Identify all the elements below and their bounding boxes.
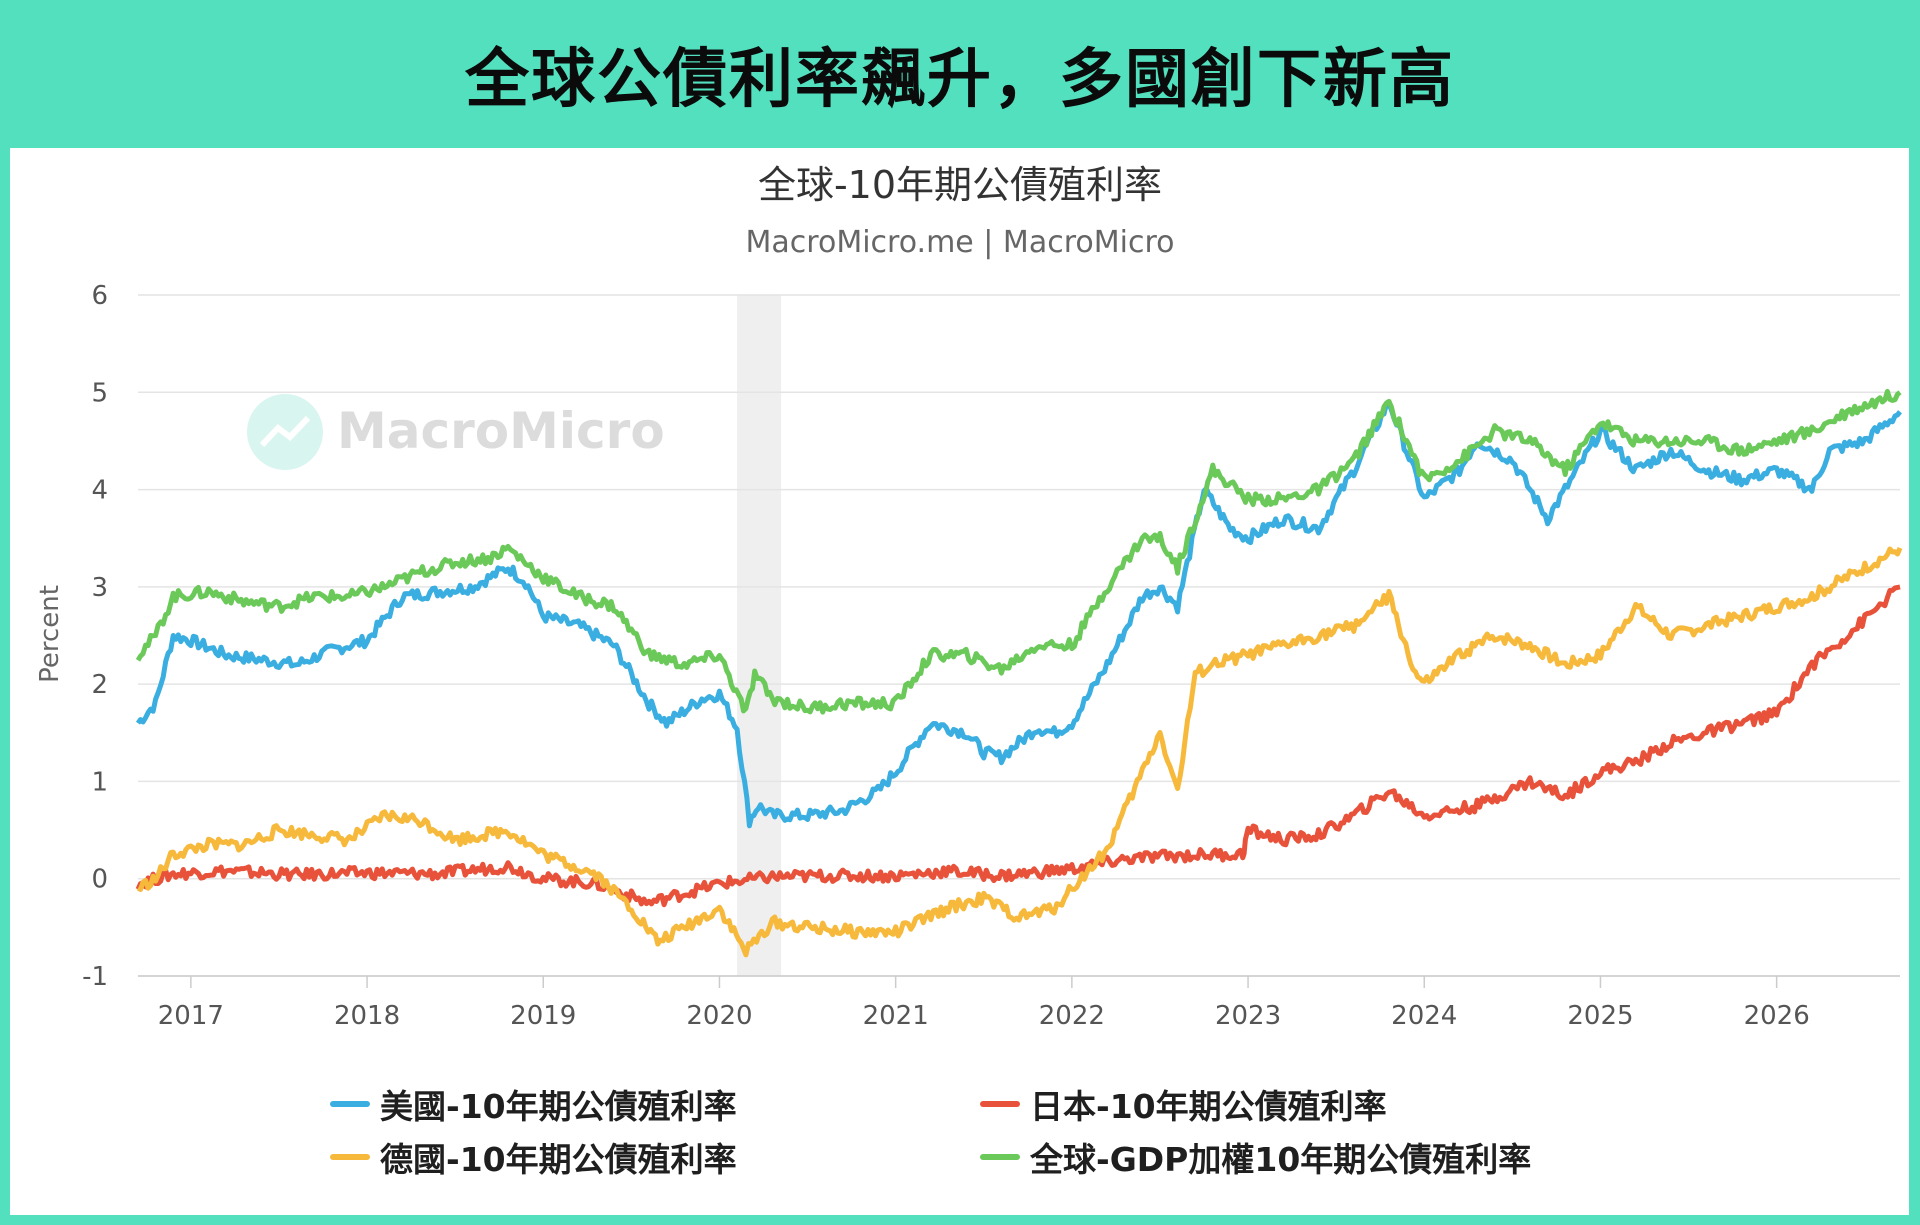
x-tick-label: 2022	[1039, 1001, 1105, 1031]
chart-panel	[10, 148, 1909, 1215]
chart-legend: 美國-10年期公債殖利率 日本-10年期公債殖利率 德國-10年期公債殖利率 全…	[0, 1070, 1920, 1190]
legend-label-jp: 日本-10年期公債殖利率	[1030, 1087, 1387, 1126]
legend-label-global: 全球-GDP加權10年期公債殖利率	[1030, 1140, 1532, 1179]
legend-swatch-global	[980, 1154, 1020, 1160]
chart-title: 全球-10年期公債殖利率	[758, 163, 1162, 207]
legend-label-de: 德國-10年期公債殖利率	[380, 1140, 737, 1179]
y-tick-label: 6	[91, 281, 108, 311]
shaded-period	[737, 295, 782, 976]
chart-subtitle: MacroMicro.me | MacroMicro	[746, 225, 1175, 260]
legend-item-us[interactable]: 美國-10年期公債殖利率	[330, 1080, 737, 1128]
series-line-global	[135, 388, 1902, 715]
y-tick-label: 1	[91, 767, 108, 797]
x-tick-label: 2023	[1215, 1001, 1281, 1031]
y-axis-label: Percent	[35, 585, 65, 683]
legend-swatch-de	[330, 1154, 370, 1160]
x-tick-label: 2025	[1567, 1001, 1633, 1031]
series-line-de	[136, 546, 1903, 958]
legend-swatch-jp	[980, 1101, 1020, 1107]
y-tick-label: 3	[91, 573, 108, 603]
watermark-trend-icon	[259, 415, 311, 448]
x-tick-label: 2021	[863, 1001, 929, 1031]
series-line-us	[135, 400, 1902, 829]
legend-label-us: 美國-10年期公債殖利率	[380, 1087, 737, 1126]
y-tick-label: -1	[82, 962, 108, 992]
x-tick-label: 2017	[158, 1001, 224, 1031]
legend-item-global[interactable]: 全球-GDP加權10年期公債殖利率	[980, 1133, 1531, 1181]
x-tick-label: 2018	[334, 1001, 400, 1031]
y-tick-label: 0	[91, 865, 108, 895]
y-tick-label: 2	[91, 670, 108, 700]
watermark-text: MacroMicro	[337, 402, 665, 460]
legend-item-de[interactable]: 德國-10年期公債殖利率	[330, 1133, 737, 1181]
y-tick-label: 4	[91, 476, 108, 506]
x-tick-label: 2026	[1744, 1001, 1810, 1031]
legend-item-jp[interactable]: 日本-10年期公債殖利率	[980, 1080, 1387, 1128]
y-tick-label: 5	[91, 378, 108, 408]
series-line-jp	[135, 584, 1901, 908]
x-tick-label: 2024	[1391, 1001, 1457, 1031]
headline: 全球公債利率飆升，多國創下新高	[465, 43, 1455, 117]
watermark-logo: MacroMicro	[247, 394, 665, 470]
x-tick-label: 2019	[510, 1001, 576, 1031]
x-tick-label: 2020	[686, 1001, 752, 1031]
headline-banner: 全球公債利率飆升，多國創下新高	[0, 0, 1920, 148]
legend-swatch-us	[330, 1101, 370, 1107]
